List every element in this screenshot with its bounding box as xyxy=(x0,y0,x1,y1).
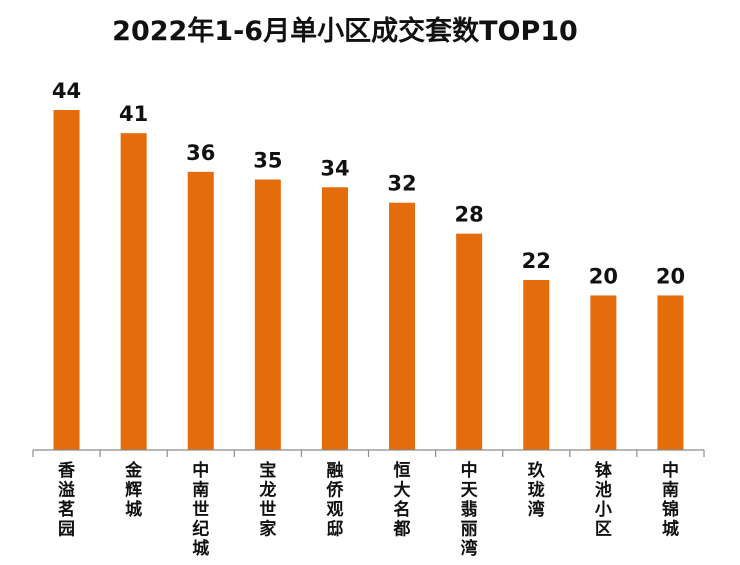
category-label-2: 金辉城 xyxy=(124,460,143,520)
bar-5 xyxy=(321,187,348,451)
bar-9 xyxy=(590,295,617,450)
bar-2 xyxy=(120,133,147,450)
category-labels-group: 香溢茗园 金辉城 中南世纪城 宝龙世家 融侨观邸 恒大名都 中天翡丽湾 玖珑湾 钵池小区 中南锦城 xyxy=(58,460,679,559)
data-label-2: 41 xyxy=(119,102,148,126)
bar-1 xyxy=(53,110,80,450)
data-label-9: 20 xyxy=(589,264,618,288)
data-label-7: 28 xyxy=(455,203,484,227)
data-label-3: 36 xyxy=(186,141,215,165)
bar-7 xyxy=(456,233,483,450)
data-label-5: 34 xyxy=(320,156,349,180)
category-label-4: 宝龙世家 xyxy=(258,460,276,540)
data-label-4: 35 xyxy=(253,149,282,173)
category-label-8: 玖珑湾 xyxy=(528,460,546,520)
value-labels-group: 44 41 36 35 34 32 28 22 20 20 xyxy=(52,79,685,288)
bar-6 xyxy=(389,202,416,450)
category-label-5: 融侨观邸 xyxy=(325,461,344,540)
category-label-6: 恒大名都 xyxy=(393,460,411,540)
data-label-10: 20 xyxy=(656,264,685,288)
bar-10 xyxy=(657,295,684,450)
category-label-1: 香溢茗园 xyxy=(58,461,75,540)
category-label-10: 中南锦城 xyxy=(662,460,679,540)
bar-4 xyxy=(254,179,281,450)
bar-3 xyxy=(187,171,214,450)
category-label-9: 钵池小区 xyxy=(595,460,613,540)
chart-title: 2022年1-6月单小区成交套数TOP10 xyxy=(112,15,578,47)
category-label-3: 中南世纪城 xyxy=(192,460,209,559)
data-label-1: 44 xyxy=(52,79,81,103)
bars-group xyxy=(53,110,684,451)
data-label-6: 32 xyxy=(387,172,416,196)
x-axis-ticks xyxy=(32,450,705,457)
data-label-8: 22 xyxy=(522,249,551,273)
bar-8 xyxy=(523,280,550,450)
category-label-7: 中天翡丽湾 xyxy=(461,460,479,559)
